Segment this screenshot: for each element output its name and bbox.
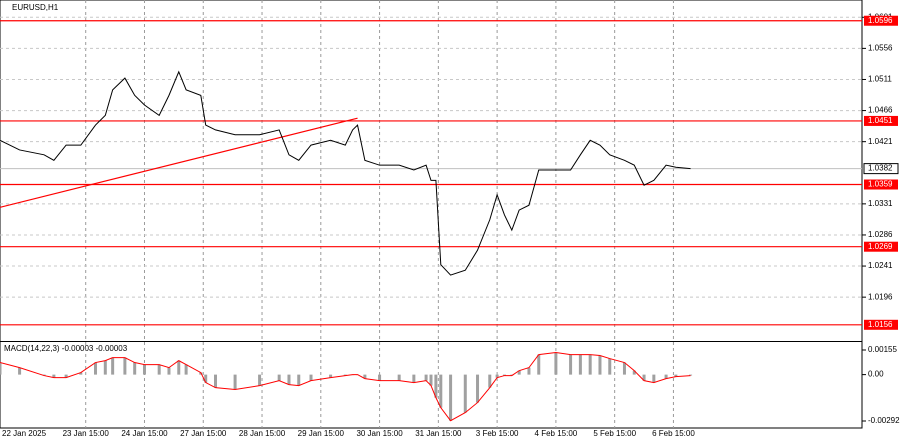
x-tick-label: 30 Jan 15:00	[356, 429, 403, 438]
macd-bar	[495, 374, 499, 378]
x-tick-label: 27 Jan 15:00	[180, 429, 227, 438]
y-tick-label: 1.0556	[868, 43, 893, 52]
y-tick-label: 1.0286	[868, 230, 893, 239]
macd-bar	[297, 374, 301, 386]
macd-bar	[133, 362, 137, 375]
macd-bar	[588, 354, 592, 375]
level-box	[864, 319, 898, 330]
macd-bar	[0, 362, 2, 375]
level-label: 1.0359	[868, 180, 893, 189]
y-tick-label: 1.0511	[868, 75, 892, 84]
x-tick-label: 24 Jan 15:00	[121, 429, 168, 438]
macd-bar	[463, 374, 467, 413]
macd-bar	[652, 374, 656, 383]
macd-bar	[103, 360, 107, 375]
current-price-box	[863, 163, 899, 175]
x-tick-label: 28 Jan 15:00	[239, 429, 286, 438]
macd-bar	[214, 374, 217, 388]
macd-bar	[434, 374, 438, 398]
macd-bar	[622, 362, 626, 375]
y-tick-label: -0.00292	[868, 416, 900, 425]
y-tick-label: 0.00	[868, 370, 884, 379]
current-price-label: 1.0382	[868, 164, 893, 173]
macd-bar	[258, 374, 262, 386]
y-tick-label: 1.0196	[868, 292, 893, 301]
macd-bar	[642, 374, 646, 381]
macd-bar	[527, 367, 531, 375]
macd-bar	[177, 360, 181, 375]
macd-bar	[674, 374, 678, 377]
x-tick-label: 23 Jan 15:00	[63, 429, 110, 438]
level-label: 1.0156	[868, 320, 893, 329]
macd-bar	[142, 364, 146, 375]
macd-bar	[412, 374, 416, 383]
level-box	[864, 15, 898, 26]
x-tick-label: 3 Feb 15:00	[476, 429, 519, 438]
macd-bar	[111, 357, 115, 375]
macd-bar	[309, 374, 313, 381]
macd-bar	[632, 370, 636, 375]
chart-title: EURUSD,H1	[12, 3, 59, 12]
macd-line	[0, 352, 691, 422]
level-box	[864, 241, 898, 252]
x-tick-label: 6 Feb 15:00	[652, 429, 695, 438]
y-tick-label: 1.0421	[868, 137, 893, 146]
level-label: 1.0596	[868, 16, 893, 25]
macd-bar	[397, 374, 401, 381]
macd-bar	[449, 374, 453, 421]
level-box	[864, 179, 898, 190]
level-label: 1.0451	[868, 116, 893, 125]
macd-label: MACD(14,22,3) -0.00003 -0.00003	[4, 344, 128, 353]
macd-bar	[537, 354, 541, 375]
x-tick-label: 29 Jan 15:00	[298, 429, 345, 438]
macd-bar	[64, 374, 68, 378]
macd-bar	[184, 364, 188, 375]
macd-bar	[517, 370, 521, 375]
y-tick-label: 1.0466	[868, 106, 893, 115]
macd-bar	[277, 374, 281, 381]
level-label: 1.0269	[868, 242, 893, 251]
macd-bar	[378, 374, 382, 381]
x-tick-label: 31 Jan 15:00	[415, 429, 462, 438]
macd-bar	[94, 362, 98, 375]
macd-bar	[608, 358, 612, 375]
macd-bar	[424, 374, 428, 381]
macd-bar	[363, 374, 367, 379]
trendline	[0, 117, 358, 208]
macd-bar	[554, 352, 558, 375]
macd-bar	[287, 374, 291, 385]
macd-bar	[476, 374, 480, 403]
x-tick-label: 5 Feb 15:00	[593, 429, 636, 438]
macd-bar	[233, 374, 237, 390]
macd-bar	[689, 374, 693, 376]
macd-bar	[204, 374, 208, 383]
x-tick-label: 22 Jan 2025	[2, 429, 47, 438]
price-line	[0, 70, 691, 276]
macd-bar	[569, 354, 573, 375]
macd-bar	[429, 374, 433, 386]
macd-bar	[329, 374, 333, 378]
macd-bar	[79, 372, 83, 375]
macd-bar	[488, 374, 492, 388]
macd-bar	[123, 357, 127, 375]
macd-bar	[157, 364, 161, 375]
y-tick-label: 1.0331	[868, 199, 893, 208]
macd-bar	[664, 374, 668, 379]
y-tick-label: 0.00155	[868, 345, 897, 354]
plot-frame	[0, 0, 863, 429]
y-tick-label: 1.0241	[868, 261, 893, 270]
macd-bar	[598, 355, 602, 375]
macd-bar	[167, 367, 171, 375]
macd-bar	[578, 354, 582, 375]
macd-bar	[52, 374, 56, 378]
level-box	[864, 115, 898, 126]
macd-bar	[439, 374, 443, 408]
x-tick-label: 4 Feb 15:00	[535, 429, 578, 438]
macd-bar	[18, 367, 22, 375]
